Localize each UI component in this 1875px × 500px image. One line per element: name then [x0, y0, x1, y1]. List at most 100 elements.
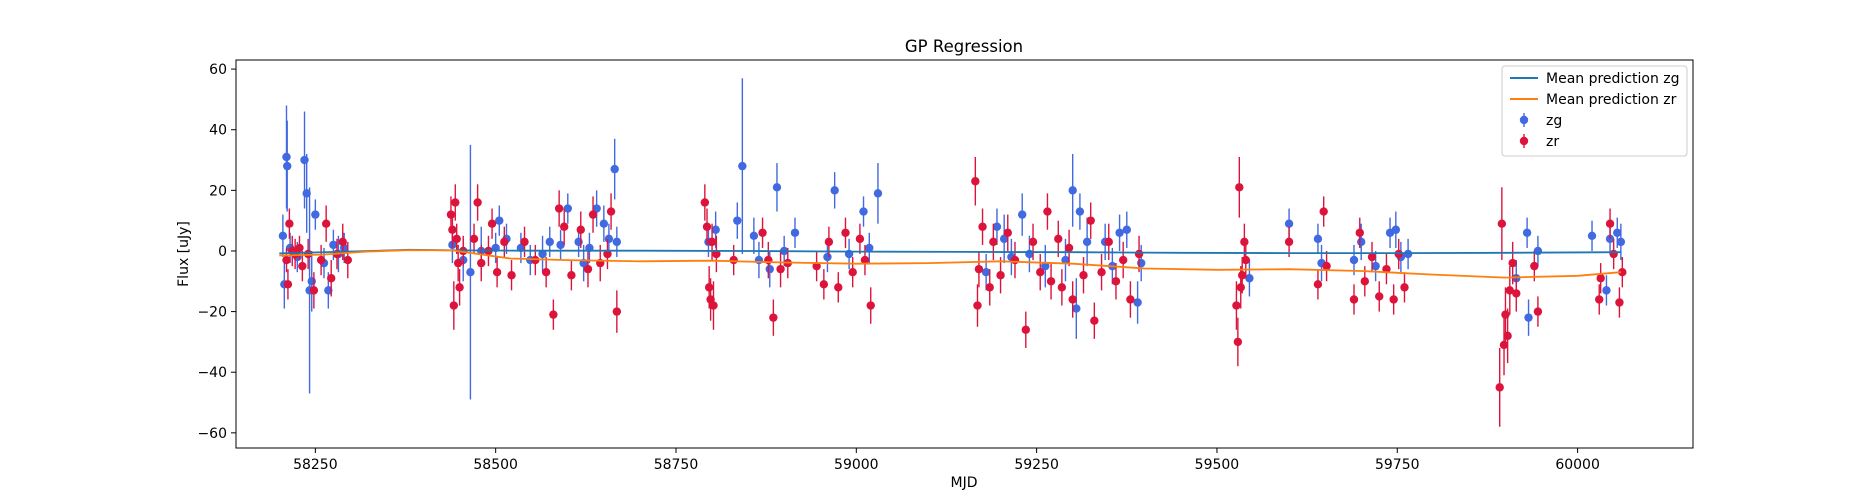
x-tick-label: 58750 — [654, 457, 699, 473]
point-zr — [841, 228, 850, 237]
point-zr — [1036, 267, 1045, 277]
x-axis: 58250 58500 58750 59000 59250 59500 59750 60000 — [293, 448, 1600, 473]
point-zr — [1495, 383, 1504, 392]
point-zr — [285, 219, 294, 228]
point-zg — [610, 164, 619, 174]
point-zr — [1400, 283, 1409, 292]
point-zr — [1609, 249, 1618, 259]
point-zg — [302, 189, 311, 198]
point-zg — [738, 161, 747, 171]
point-zr — [1349, 295, 1359, 304]
point-zg — [1018, 210, 1027, 219]
y-tick-label: 60 — [209, 62, 227, 78]
point-zr — [729, 255, 738, 265]
point-zr — [541, 267, 551, 277]
point-zr — [971, 177, 980, 186]
point-zr — [1090, 316, 1099, 325]
point-zg — [1522, 228, 1532, 237]
point-zg — [599, 219, 609, 228]
y-tick-label: −60 — [197, 426, 227, 442]
point-zr — [776, 264, 785, 274]
point-zr — [860, 255, 870, 265]
point-zr — [295, 243, 304, 253]
point-zr — [1111, 277, 1121, 286]
point-zr — [866, 301, 875, 310]
axes-frame — [235, 59, 1694, 449]
point-zr — [1235, 183, 1244, 192]
point-zr — [1605, 219, 1615, 228]
x-tick-label: 59000 — [834, 457, 879, 473]
point-zg — [992, 222, 1002, 231]
point-zr — [1126, 295, 1135, 304]
point-zg — [1122, 225, 1131, 234]
point-zr — [758, 228, 767, 237]
point-zr — [700, 198, 710, 207]
point-zr — [451, 198, 460, 207]
point-zr — [1104, 237, 1113, 247]
point-zr — [1057, 283, 1067, 292]
point-zr — [978, 222, 987, 231]
point-zg — [981, 267, 991, 277]
y-tick-label: 0 — [218, 244, 227, 260]
point-zr — [1618, 267, 1627, 277]
point-zr — [1375, 292, 1384, 301]
point-zg — [1602, 286, 1611, 295]
point-zr — [1512, 289, 1521, 298]
point-zr — [282, 255, 291, 265]
legend-marker-swatch — [1519, 115, 1529, 125]
legend-entry: Mean prediction zr — [1510, 92, 1677, 108]
point-zr — [769, 313, 778, 322]
point-zr — [1284, 237, 1294, 247]
y-tick-label: 40 — [209, 123, 227, 139]
point-zr — [520, 237, 529, 247]
point-zr — [1508, 258, 1517, 268]
point-zr — [812, 261, 821, 271]
point-zg — [1041, 261, 1050, 271]
chart-title: GP Regression — [905, 37, 1023, 56]
point-zr — [1595, 295, 1604, 304]
point-zr — [507, 271, 516, 280]
point-zg — [1349, 255, 1359, 265]
point-zr — [554, 204, 564, 213]
point-zg — [790, 228, 800, 237]
x-tick-label: 59750 — [1375, 457, 1420, 473]
point-zr — [1389, 295, 1398, 304]
point-zr — [1046, 277, 1056, 286]
point-zr — [492, 267, 502, 277]
point-zr — [1134, 249, 1144, 259]
point-zr — [1533, 307, 1543, 316]
point-zg — [1137, 258, 1146, 268]
point-zg — [545, 237, 554, 247]
point-zr — [1367, 252, 1377, 262]
x-tick-label: 60000 — [1555, 457, 1600, 473]
point-zg — [563, 204, 572, 213]
point-zr — [704, 283, 714, 292]
point-zg — [307, 277, 316, 286]
point-zr — [500, 237, 509, 247]
y-tick-label: 20 — [209, 183, 227, 199]
legend-box — [1501, 65, 1688, 157]
data-layer — [278, 78, 1627, 427]
point-zr — [588, 210, 598, 219]
legend-label: Mean prediction zr — [1546, 92, 1677, 108]
point-zg — [1391, 225, 1401, 234]
point-zr — [446, 210, 456, 219]
point-zr — [1505, 286, 1514, 295]
point-zg — [1587, 231, 1597, 241]
point-zr — [1501, 310, 1510, 319]
x-axis-label: MJD — [951, 475, 978, 491]
point-zr — [583, 264, 593, 274]
point-zg — [592, 204, 601, 213]
point-zg — [466, 267, 475, 277]
point-zr — [1241, 255, 1251, 265]
point-zr — [974, 264, 984, 274]
point-zr — [567, 271, 576, 280]
point-zr — [996, 271, 1005, 280]
point-zr — [1499, 340, 1509, 350]
point-zr — [1233, 337, 1243, 347]
point-zr — [834, 283, 843, 292]
point-zg — [733, 216, 742, 225]
point-zg — [1072, 304, 1081, 313]
point-zr — [712, 249, 721, 259]
